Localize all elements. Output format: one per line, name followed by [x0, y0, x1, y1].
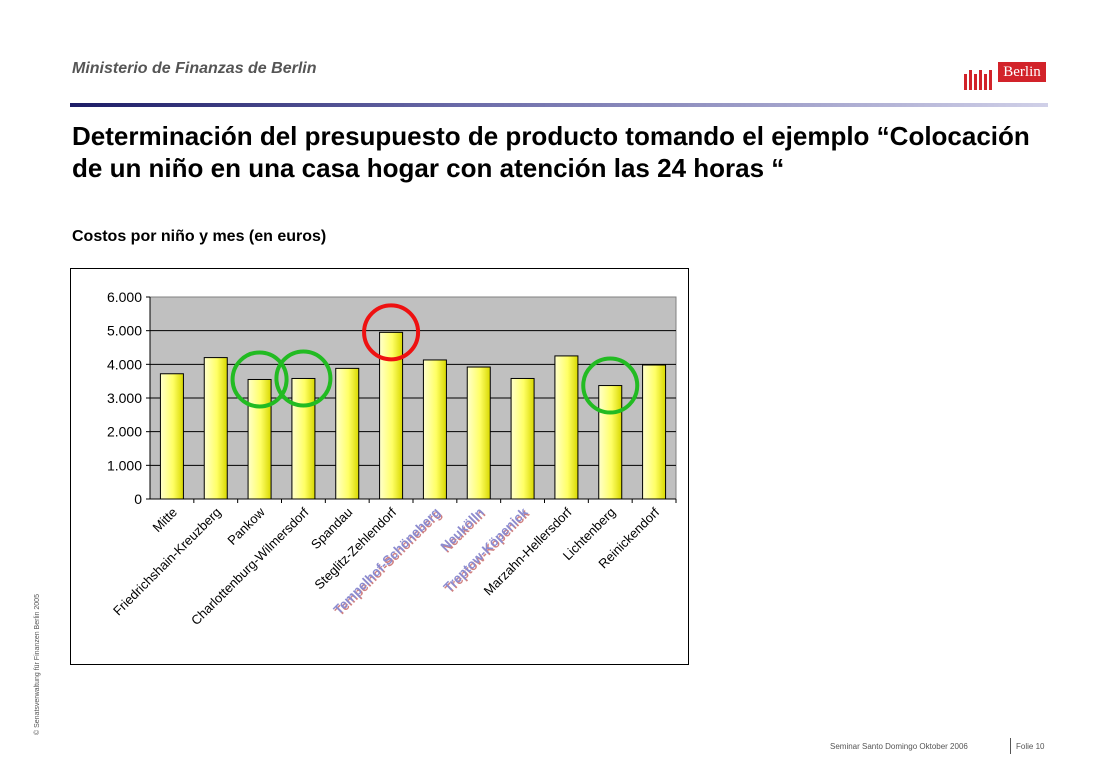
y-tick-label: 1.000: [107, 457, 142, 473]
bar: [335, 367, 360, 500]
bar: [598, 385, 623, 500]
y-tick-label: 0: [134, 491, 142, 507]
bar: [422, 359, 447, 500]
y-tick-label: 2.000: [107, 424, 142, 440]
bar: [554, 355, 579, 500]
x-tick-label: Mitte: [150, 505, 181, 536]
header-rule: [70, 103, 1048, 107]
x-tick-label: Pankow: [224, 504, 268, 548]
highlight-circle: [274, 349, 333, 408]
slide-title: Determinación del presupuesto de product…: [72, 121, 1030, 183]
slide-subtitle: Costos por niño y mes (en euros): [72, 228, 327, 245]
highlight-circle: [230, 350, 289, 409]
bar: [510, 377, 535, 500]
y-tick-label: 3.000: [107, 390, 142, 406]
ministry-name: Ministerio de Finanzas de Berlin: [72, 60, 317, 77]
berlin-logo-text: Berlin: [998, 62, 1046, 82]
berlin-bear-logo-icon: [964, 70, 992, 90]
footer-page-number: Folie 10: [1016, 742, 1045, 751]
bar: [291, 377, 316, 500]
bar: [203, 357, 228, 500]
bar-chart: 01.0002.0003.0004.0005.0006.000MitteFrie…: [107, 289, 677, 628]
y-tick-label: 6.000: [107, 289, 142, 305]
highlight-circle: [581, 356, 640, 415]
bar: [642, 364, 667, 500]
x-tick-label: Steglitz-Zehlendorf: [311, 504, 399, 592]
y-tick-label: 5.000: [107, 323, 142, 339]
copyright-note: © Senatsverwaltung für Finanzen Berlin 2…: [34, 594, 41, 735]
bar: [159, 373, 184, 500]
bar: [379, 331, 404, 500]
y-tick-label: 4.000: [107, 356, 142, 372]
bar: [247, 378, 272, 500]
bar: [466, 366, 491, 500]
footer-separator: [1010, 738, 1011, 754]
footer-seminar: Seminar Santo Domingo Oktober 2006: [830, 742, 968, 751]
highlight-circle: [362, 303, 421, 362]
